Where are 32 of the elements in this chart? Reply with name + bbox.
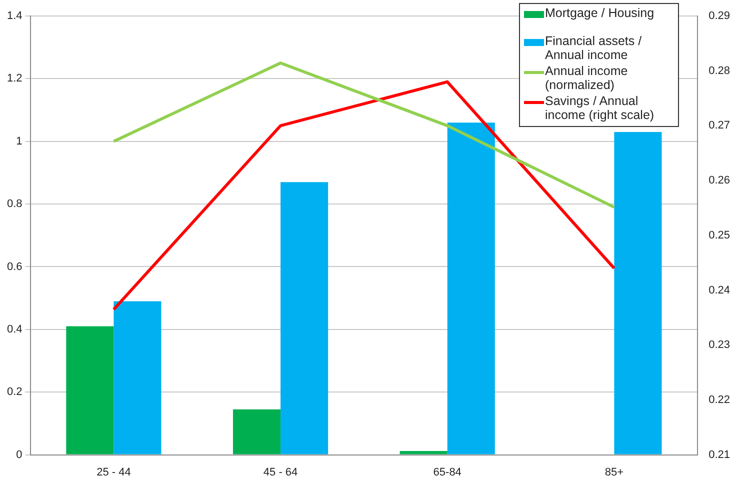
legend-label: Financial assets / Annual income bbox=[545, 34, 643, 62]
y2-tick-label: 0.28 bbox=[708, 64, 730, 77]
legend-label: Annual income (normalized) bbox=[545, 64, 629, 92]
bar bbox=[114, 301, 162, 454]
y2-tick-label: 0.29 bbox=[708, 10, 730, 22]
y-tick-label: 1.2 bbox=[6, 72, 22, 85]
legend-label: Mortgage / Housing bbox=[545, 6, 656, 20]
y-tick-label: 0 bbox=[16, 448, 22, 461]
x-tick-label: 45 - 64 bbox=[263, 466, 298, 478]
y2-tick-label: 0.27 bbox=[708, 120, 730, 132]
bar bbox=[232, 409, 281, 454]
bar bbox=[280, 182, 328, 454]
y2-tick-label: 0.22 bbox=[708, 394, 730, 406]
y-tick-label: 0.2 bbox=[6, 386, 22, 398]
y-tick-label: 0.4 bbox=[6, 323, 22, 336]
y-tick-label: 0.6 bbox=[6, 260, 22, 273]
x-tick-label: 65-84 bbox=[433, 466, 462, 478]
y2-tick-label: 0.24 bbox=[708, 284, 730, 296]
bar bbox=[614, 132, 662, 454]
y-tick-label: 0.8 bbox=[6, 198, 22, 210]
y-tick-label: 1 bbox=[16, 135, 22, 148]
y-tick-label: 1.4 bbox=[6, 10, 22, 22]
y2-tick-label: 0.26 bbox=[708, 174, 730, 187]
bar bbox=[66, 326, 114, 454]
bar bbox=[447, 122, 495, 454]
x-tick-label: 85+ bbox=[604, 466, 624, 478]
legend-label: Savings / Annual income (right scale) bbox=[545, 94, 656, 122]
y2-tick-label: 0.21 bbox=[708, 448, 730, 461]
y2-tick-label: 0.25 bbox=[708, 229, 730, 242]
y2-tick-label: 0.23 bbox=[708, 339, 730, 352]
bar bbox=[400, 451, 448, 454]
x-tick-label: 25 - 44 bbox=[96, 466, 131, 478]
